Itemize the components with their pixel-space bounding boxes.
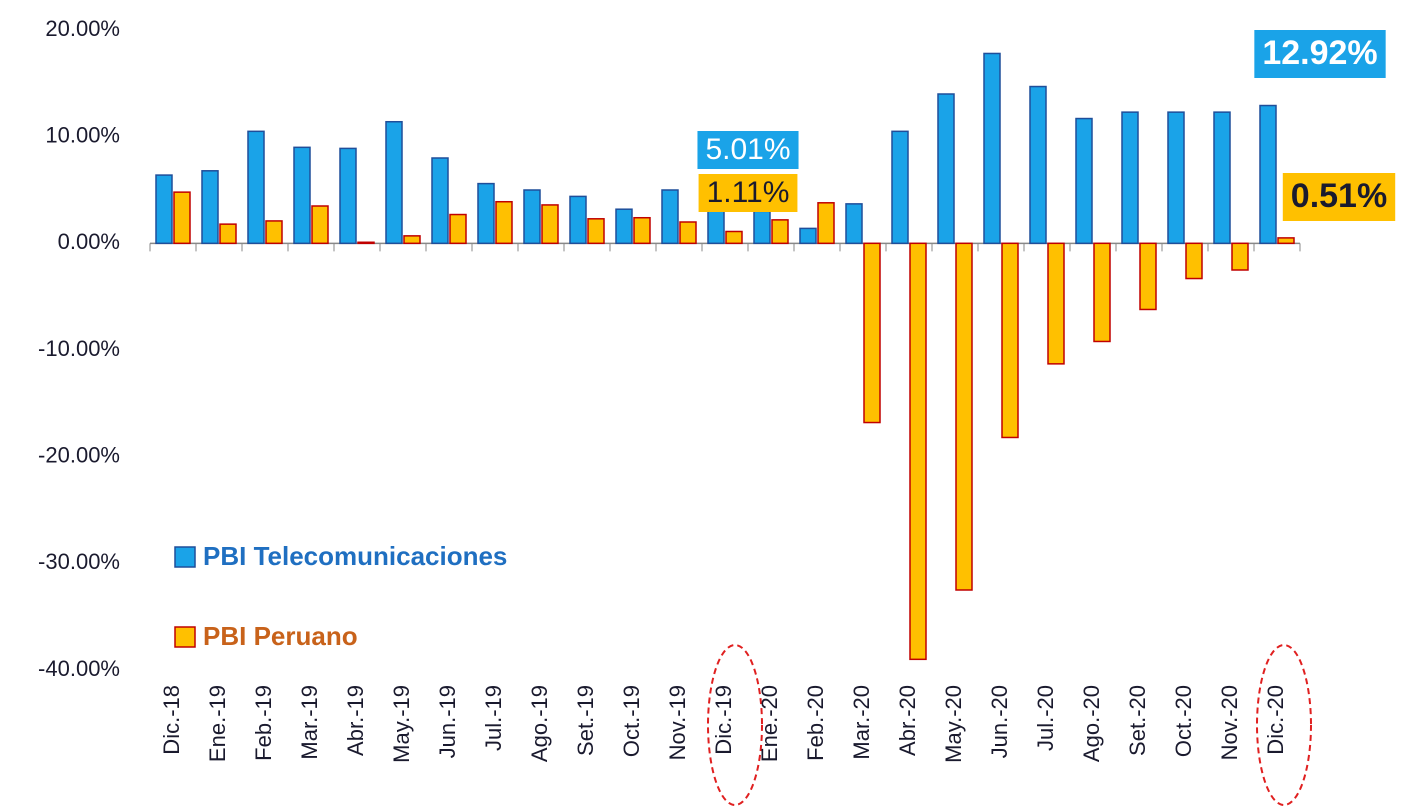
bar (431, 157, 449, 245)
bar (753, 210, 771, 245)
bar (661, 189, 679, 245)
x-tick-label: Feb.-19 (251, 685, 276, 761)
highlight-ellipse (1256, 644, 1312, 806)
y-tick-label: 20.00% (45, 16, 120, 41)
bar (1231, 242, 1249, 271)
bar (1029, 85, 1047, 245)
bar (311, 205, 329, 245)
bar (679, 221, 697, 245)
bar (403, 235, 421, 245)
bar (771, 219, 789, 245)
bar (385, 120, 403, 245)
bar (909, 242, 927, 661)
x-tick-label: Ene.-20 (757, 685, 782, 762)
bar (201, 170, 219, 245)
x-tick-label: Ago.-20 (1079, 685, 1104, 762)
bar (1185, 242, 1203, 280)
x-tick-label: Set.-19 (573, 685, 598, 756)
value-label-box (1282, 173, 1396, 221)
y-tick-label: 10.00% (45, 122, 120, 147)
x-tick-label: Nov.-20 (1217, 685, 1242, 760)
x-tick-label: Set.-20 (1125, 685, 1150, 756)
bar (1093, 242, 1111, 343)
y-tick-label: -40.00% (38, 656, 120, 681)
x-tick-label: Dic.-20 (1263, 685, 1288, 755)
bar (845, 203, 863, 245)
bar (155, 174, 173, 245)
value-label-box (1254, 30, 1386, 78)
value-label-box (697, 131, 799, 169)
legend-swatch (174, 626, 196, 648)
x-tick-label: Jun.-19 (435, 685, 460, 758)
x-tick-label: Abr.-20 (895, 685, 920, 756)
bar (495, 200, 513, 245)
value-label-box (698, 174, 798, 212)
y-tick-label: -30.00% (38, 549, 120, 574)
legend-label: PBI Telecomunicaciones (203, 541, 507, 571)
bar (247, 130, 265, 245)
legend-label: PBI Peruano (203, 621, 358, 651)
x-tick-label: Jul.-19 (481, 685, 506, 751)
value-label: 12.92% (1262, 34, 1377, 72)
x-tick-label: Oct.-20 (1171, 685, 1196, 757)
bar (569, 195, 587, 245)
value-label: 5.01% (705, 133, 790, 166)
y-tick-label: -10.00% (38, 336, 120, 361)
bar (983, 52, 1001, 245)
x-tick-label: Dic.-19 (711, 685, 736, 755)
bar (293, 146, 311, 245)
bar (173, 191, 191, 245)
bar (725, 230, 743, 245)
bar (1259, 104, 1277, 245)
bar (219, 223, 237, 245)
bar (615, 208, 633, 245)
bar (955, 242, 973, 591)
y-tick-label: 0.00% (58, 229, 120, 254)
x-tick-label: Jul.-20 (1033, 685, 1058, 751)
x-tick-label: Ene.-19 (205, 685, 230, 762)
x-tick-label: Mar.-20 (849, 685, 874, 760)
bar (1139, 242, 1157, 311)
bar (799, 227, 817, 245)
x-tick-label: Nov.-19 (665, 685, 690, 760)
x-tick-label: May.-19 (389, 685, 414, 763)
bar (449, 213, 467, 245)
legend-swatch (174, 546, 196, 568)
bar (523, 189, 541, 245)
x-tick-label: Abr.-19 (343, 685, 368, 756)
value-label: 0.51% (1291, 177, 1387, 215)
x-tick-label: Dic.-18 (159, 685, 184, 755)
bar (863, 242, 881, 424)
x-tick-label: May.-20 (941, 685, 966, 763)
y-tick-label: -20.00% (38, 442, 120, 467)
bar (1121, 111, 1139, 245)
bar (541, 204, 559, 245)
bar (937, 93, 955, 245)
bar (633, 216, 651, 245)
bar (1277, 237, 1295, 245)
x-tick-label: Ago.-19 (527, 685, 552, 762)
bar (1001, 242, 1019, 439)
bar (891, 130, 909, 245)
x-tick-label: Oct.-19 (619, 685, 644, 757)
bar (339, 147, 357, 245)
bar (265, 220, 283, 245)
value-label: 1.11% (707, 176, 790, 209)
x-tick-label: Jun.-20 (987, 685, 1012, 758)
bar (477, 182, 495, 245)
x-tick-label: Mar.-19 (297, 685, 322, 760)
bar (587, 218, 605, 245)
bar (1075, 117, 1093, 245)
bar (817, 202, 835, 245)
highlight-ellipse (707, 644, 763, 806)
bar (1167, 111, 1185, 245)
bar (1213, 111, 1231, 245)
x-tick-label: Feb.-20 (803, 685, 828, 761)
bar (357, 241, 375, 245)
bar (1047, 242, 1065, 365)
